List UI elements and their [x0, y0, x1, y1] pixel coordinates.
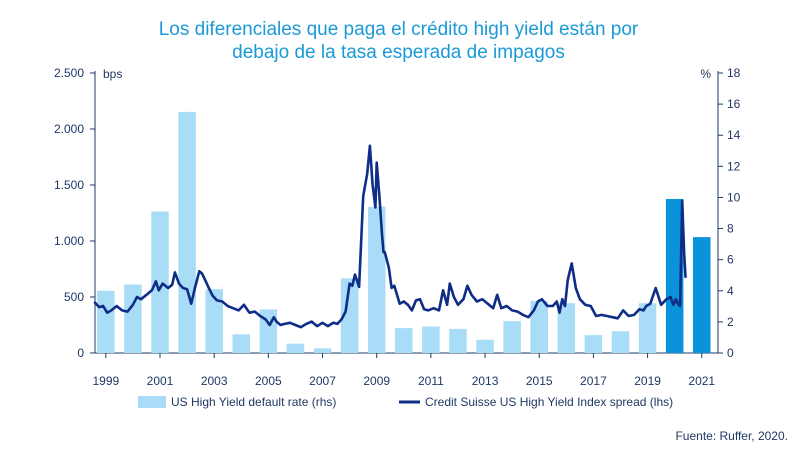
- x-tick-label: 2009: [363, 374, 390, 388]
- ticks-layer: 0 500 1.000 1.500 2.000 2.500 bps 0 2 4 6 8 10 12 14 16…: [54, 66, 741, 388]
- right-axis-unit: %: [700, 67, 711, 81]
- line-layer: [93, 144, 687, 329]
- right-tick-label: 18: [727, 66, 741, 80]
- left-axis-unit: bps: [103, 67, 122, 81]
- right-tick-label: 16: [727, 97, 741, 111]
- default-rate-bar: [313, 348, 332, 353]
- x-tick-label: 2013: [472, 374, 499, 388]
- bars-layer: [97, 111, 711, 353]
- x-tick-label: 2005: [255, 374, 282, 388]
- default-rate-bar: [422, 326, 440, 353]
- default-rate-bar: [367, 206, 386, 353]
- spread-line: [93, 144, 687, 329]
- left-tick-label: 2.000: [54, 122, 84, 136]
- right-tick-label: 6: [727, 253, 734, 267]
- right-tick-label: 8: [727, 222, 734, 236]
- default-rate-bar: [503, 321, 521, 353]
- legend-bar-swatch: [138, 396, 166, 408]
- source-note: Fuente: Ruffer, 2020.: [675, 429, 788, 443]
- default-rate-bar: [97, 290, 115, 353]
- default-rate-bar: [178, 111, 196, 353]
- right-tick-label: 12: [727, 159, 741, 173]
- x-tick-label: 2017: [580, 374, 607, 388]
- legend-bar-label: US High Yield default rate (rhs): [171, 395, 336, 409]
- default-rate-bar: [395, 328, 413, 353]
- left-tick-label: 1.000: [54, 234, 84, 248]
- right-tick-label: 0: [727, 346, 734, 360]
- default-rate-bar: [638, 303, 657, 353]
- right-tick-label: 10: [727, 190, 741, 204]
- left-tick-label: 2.500: [54, 66, 84, 80]
- chart-title-line2: debajo de la tasa esperada de impagos: [232, 42, 565, 63]
- x-tick-label: 2001: [147, 374, 174, 388]
- x-tick-label: 2003: [201, 374, 228, 388]
- default-rate-bar: [665, 199, 684, 353]
- default-rate-bar: [476, 339, 494, 353]
- x-tick-label: 2015: [526, 374, 553, 388]
- left-tick-label: 500: [64, 290, 84, 304]
- default-rate-bar: [584, 335, 603, 353]
- left-tick-label: 1.500: [54, 178, 84, 192]
- default-rate-bar: [286, 343, 305, 353]
- default-rate-bar: [232, 334, 251, 353]
- default-rate-bar: [340, 278, 359, 353]
- default-rate-bar: [530, 300, 548, 353]
- right-tick-label: 14: [727, 128, 741, 142]
- right-tick-label: 2: [727, 315, 734, 329]
- default-rate-bar: [611, 331, 630, 353]
- chart-title-line1: Los diferenciales que paga el crédito hi…: [158, 19, 639, 40]
- x-tick-label: 2011: [418, 374, 444, 388]
- default-rate-bar: [124, 284, 142, 353]
- default-rate-bar: [205, 289, 223, 353]
- right-tick-label: 4: [727, 284, 734, 298]
- default-rate-bar: [449, 328, 467, 353]
- legend: US High Yield default rate (rhs) Credit S…: [138, 395, 673, 409]
- default-rate-bar: [151, 211, 169, 353]
- x-tick-label: 2019: [634, 374, 661, 388]
- chart-title: Los diferenciales que paga el crédito hi…: [0, 18, 797, 64]
- default-rate-bar: [692, 237, 711, 353]
- x-tick-label: 2021: [688, 374, 715, 388]
- x-tick-label: 2007: [309, 374, 336, 388]
- left-tick-label: 0: [77, 346, 84, 360]
- x-tick-label: 1999: [92, 374, 119, 388]
- legend-line-label: Credit Suisse US High Yield Index spread…: [425, 395, 673, 409]
- default-rate-bar: [557, 303, 576, 353]
